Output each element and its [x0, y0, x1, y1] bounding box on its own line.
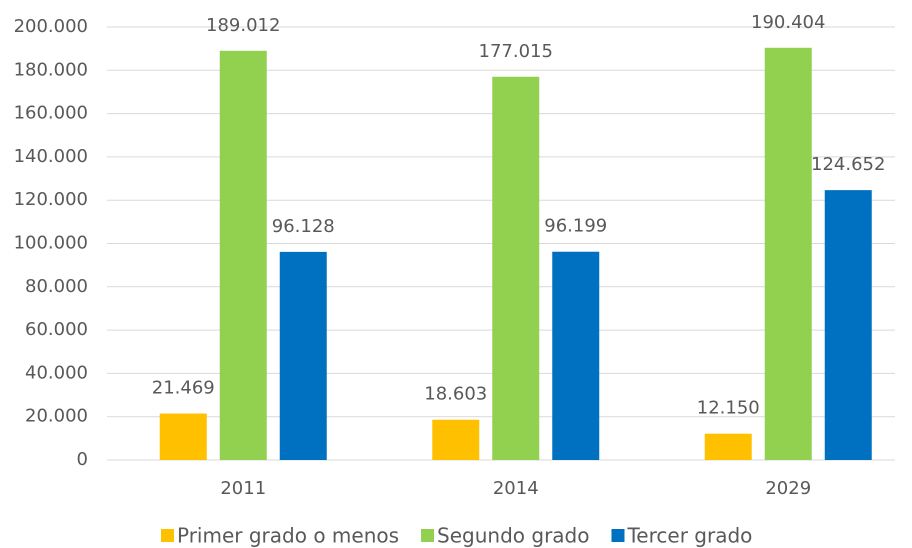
x-tick-label: 2011 — [220, 478, 266, 499]
data-label: 177.015 — [479, 41, 553, 62]
data-label: 18.603 — [424, 384, 487, 405]
bar — [159, 413, 207, 460]
x-tick-label: 2029 — [765, 478, 811, 499]
y-tick-label: 80.000 — [25, 276, 88, 297]
data-label: 190.404 — [751, 12, 825, 33]
y-tick-label: 200.000 — [14, 16, 88, 37]
bar — [492, 76, 540, 461]
data-label: 12.150 — [697, 398, 760, 419]
bar — [824, 190, 872, 460]
legend-swatch — [421, 529, 435, 542]
bar — [279, 251, 327, 460]
bar — [219, 50, 267, 460]
y-tick-label: 100.000 — [14, 233, 88, 254]
bar — [432, 419, 480, 460]
y-tick-label: 60.000 — [25, 319, 88, 340]
legend-label: Segundo grado — [437, 524, 589, 548]
y-tick-label: 140.000 — [14, 146, 88, 167]
legend-swatch — [161, 529, 174, 542]
legend-label: Tercer grado — [626, 524, 752, 548]
y-tick-label: 160.000 — [14, 103, 88, 124]
y-tick-label: 40.000 — [25, 362, 88, 383]
data-label: 124.652 — [811, 154, 885, 175]
legend-swatch — [611, 529, 625, 542]
data-label: 21.469 — [152, 378, 215, 399]
x-tick-label: 2014 — [493, 478, 539, 499]
data-label: 96.199 — [544, 216, 607, 237]
bar — [704, 433, 752, 460]
data-label: 96.128 — [272, 216, 335, 237]
y-tick-label: 120.000 — [14, 189, 88, 210]
data-label: 189.012 — [206, 15, 280, 36]
y-tick-label: 0 — [77, 449, 88, 470]
bar — [764, 47, 812, 461]
y-tick-label: 180.000 — [14, 59, 88, 80]
legend-label: Primer grado o menos — [177, 524, 399, 548]
y-tick-label: 20.000 — [25, 406, 88, 427]
bar — [552, 251, 600, 460]
